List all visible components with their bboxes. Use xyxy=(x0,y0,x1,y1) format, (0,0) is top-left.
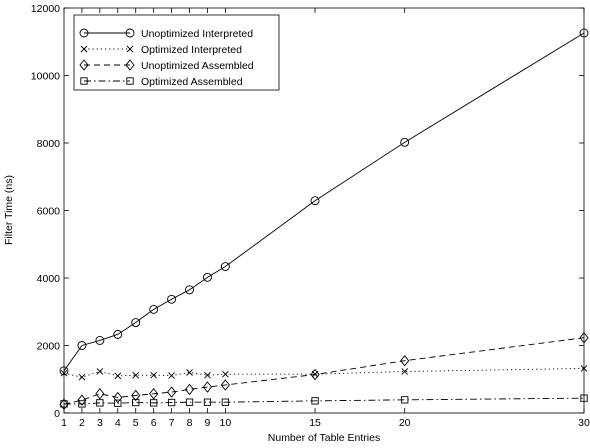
x-tick-label: 15 xyxy=(309,417,321,429)
legend-marker xyxy=(79,59,89,71)
y-tick-label: 0 xyxy=(54,408,60,420)
data-point xyxy=(580,365,588,372)
series-line xyxy=(64,397,585,405)
data-point xyxy=(78,373,86,381)
y-tick-label: 2000 xyxy=(37,341,61,353)
x-tick-label: 5 xyxy=(133,417,139,429)
data-point xyxy=(114,399,122,407)
series-line xyxy=(63,337,585,405)
data-point xyxy=(222,370,229,378)
y-axis-title: Filter Time (ns) xyxy=(3,175,15,245)
data-point xyxy=(311,397,319,405)
data-point xyxy=(400,137,410,147)
x-tick-label: 6 xyxy=(151,417,157,429)
data-point xyxy=(114,372,122,380)
x-tick-label: 1 xyxy=(61,417,67,429)
data-point xyxy=(132,398,140,407)
data-point xyxy=(186,369,193,376)
data-point xyxy=(77,394,87,406)
data-point xyxy=(149,388,159,400)
x-tick-label: 30 xyxy=(578,417,590,429)
x-tick-label: 9 xyxy=(205,417,211,429)
x-tick-label: 3 xyxy=(97,417,103,429)
legend-marker xyxy=(79,28,89,38)
x-axis-title: Number of Table Entries xyxy=(268,432,380,444)
data-point xyxy=(310,196,320,206)
y-tick-label: 10000 xyxy=(31,71,60,83)
data-point xyxy=(168,372,175,379)
legend-marker xyxy=(80,45,88,53)
data-point xyxy=(579,28,589,38)
legend: Unoptimized Interpreted Optimized Interpr… xyxy=(73,14,280,91)
data-point xyxy=(184,383,195,396)
data-point xyxy=(59,398,69,410)
y-tick-label: 6000 xyxy=(37,206,61,218)
legend-marker xyxy=(126,77,134,85)
data-point xyxy=(203,398,212,406)
data-point xyxy=(167,398,176,407)
legend-label: Optimized Interpreted xyxy=(141,44,242,56)
x-tick-label: 10 xyxy=(220,417,232,429)
legend-marker xyxy=(126,45,134,53)
data-point xyxy=(220,379,230,391)
legend-label: Optimized Assembled xyxy=(141,76,243,88)
data-point xyxy=(310,368,320,381)
data-point xyxy=(78,400,86,408)
data-point xyxy=(95,388,105,400)
y-tick-label: 4000 xyxy=(37,273,61,285)
data-point xyxy=(131,318,141,327)
legend-marker xyxy=(125,59,135,71)
data-point xyxy=(580,394,588,402)
x-tick-label: 4 xyxy=(115,417,121,429)
data-point xyxy=(150,371,157,379)
data-point xyxy=(579,332,589,344)
series-2 xyxy=(59,332,589,410)
data-point xyxy=(220,262,230,271)
series-3 xyxy=(60,394,588,408)
data-point xyxy=(202,272,212,282)
series-line xyxy=(63,32,585,372)
x-tick-label: 20 xyxy=(399,417,411,429)
data-point xyxy=(131,389,141,402)
data-point xyxy=(59,366,69,376)
x-tick-label: 7 xyxy=(169,417,175,429)
series-0 xyxy=(59,28,589,376)
data-point xyxy=(401,368,409,375)
data-point xyxy=(113,329,123,339)
data-point xyxy=(202,381,213,393)
y-tick-label: 8000 xyxy=(37,138,61,150)
data-point xyxy=(221,398,230,406)
series-layer xyxy=(59,28,589,410)
legend-marker xyxy=(80,77,88,85)
data-point xyxy=(401,396,409,404)
data-point xyxy=(149,304,159,314)
legend-marker xyxy=(125,28,135,38)
legend-box xyxy=(73,14,280,91)
data-point xyxy=(150,399,158,407)
data-point xyxy=(77,341,87,350)
x-tick-label: 8 xyxy=(187,417,193,429)
data-point xyxy=(96,368,104,375)
legend-label: Unoptimized Interpreted xyxy=(141,28,253,40)
data-point xyxy=(185,285,194,295)
data-point xyxy=(60,400,68,408)
data-point xyxy=(204,371,211,379)
data-point xyxy=(60,369,68,377)
data-point xyxy=(400,354,410,367)
y-tick-label: 12000 xyxy=(31,3,60,15)
axis-ticks: 1 2 3 4 5 6 7 8 9 10 15 20 30 0 2000 4000 6000 8000 10000 1… xyxy=(31,3,590,429)
data-point xyxy=(113,391,123,404)
data-point xyxy=(167,294,177,304)
data-point xyxy=(95,335,105,345)
x-tick-label: 2 xyxy=(79,417,85,429)
data-point xyxy=(185,398,194,406)
data-point xyxy=(132,371,140,379)
legend-label: Unoptimized Assembled xyxy=(141,60,254,72)
data-point xyxy=(96,399,104,407)
data-point xyxy=(167,386,177,398)
